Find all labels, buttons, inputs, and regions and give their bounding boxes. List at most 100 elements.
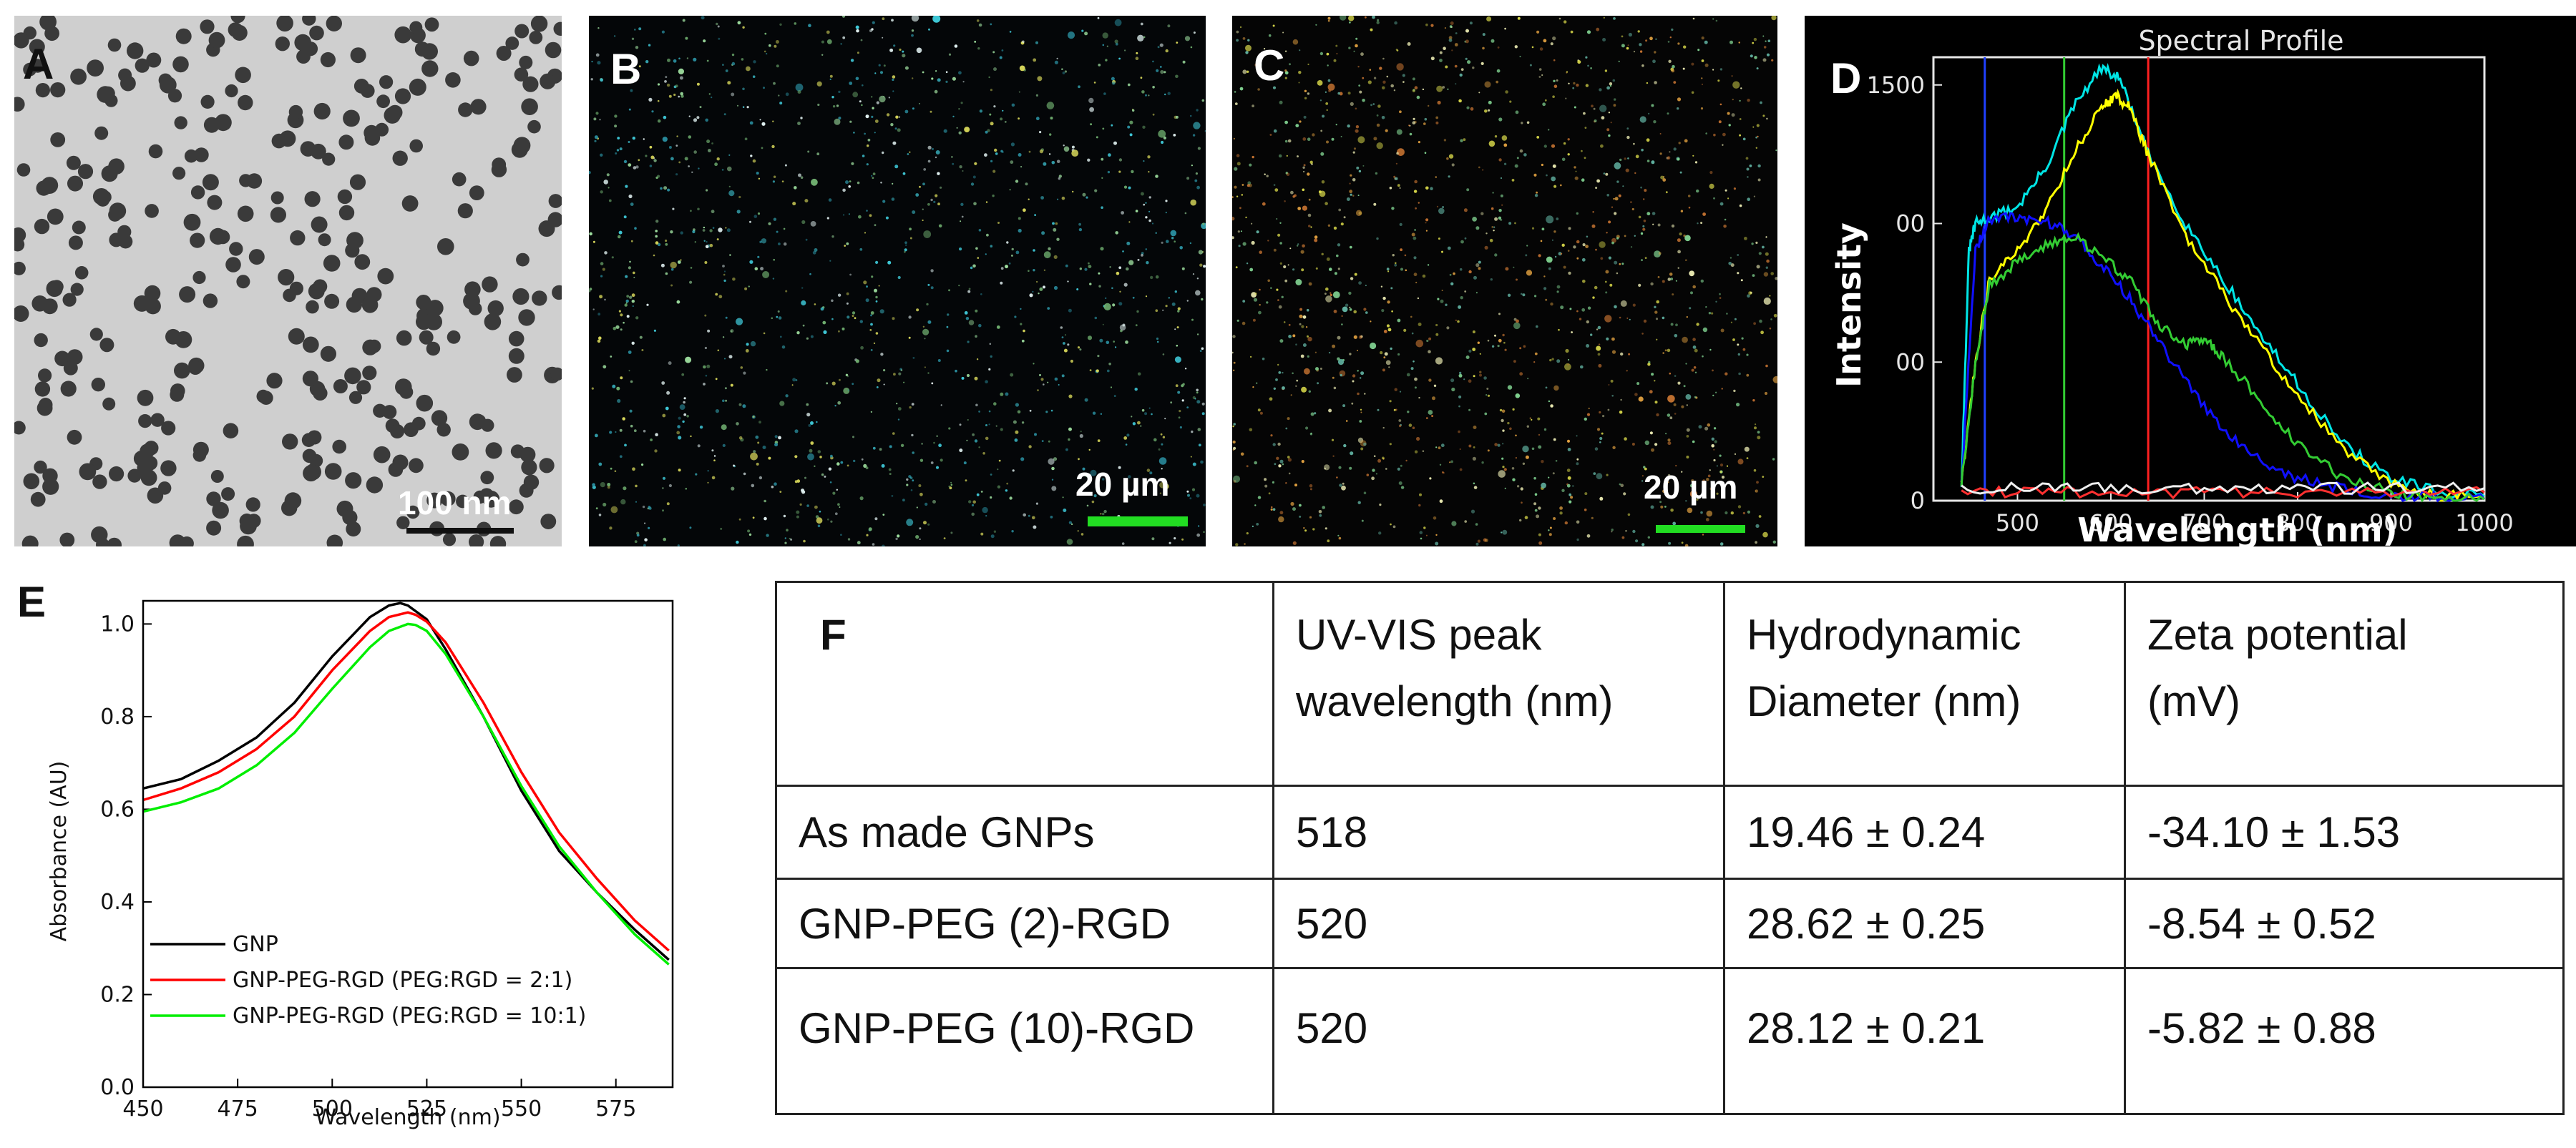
darkfield-spot	[808, 24, 811, 27]
darkfield-spot	[1267, 240, 1269, 242]
darkfield-spot	[795, 83, 804, 92]
darkfield-spot	[600, 190, 603, 194]
darkfield-spot	[600, 482, 605, 488]
tem-particle	[135, 58, 150, 73]
darkfield-spot	[1051, 479, 1054, 481]
darkfield-spot	[1278, 371, 1282, 374]
darkfield-spot	[1086, 504, 1089, 507]
darkfield-spot	[705, 118, 708, 122]
darkfield-spot	[797, 122, 801, 125]
darkfield-spot	[1236, 30, 1239, 34]
darkfield-spot	[1654, 310, 1658, 314]
darkfield-spot	[1279, 242, 1282, 245]
darkfield-spot	[1677, 267, 1679, 269]
darkfield-spot	[1079, 348, 1082, 351]
darkfield-spot	[1232, 196, 1234, 198]
darkfield-spot	[1488, 100, 1492, 104]
darkfield-spot	[1270, 508, 1273, 511]
darkfield-spot	[1649, 390, 1653, 394]
darkfield-spot	[1177, 391, 1181, 394]
darkfield-spot	[1043, 285, 1045, 289]
spectral-x-tick-label: 600	[2089, 509, 2132, 536]
darkfield-spot	[897, 418, 900, 421]
darkfield-spot	[1755, 147, 1757, 149]
darkfield-spot	[1558, 328, 1560, 331]
darkfield-spot	[988, 423, 990, 426]
spectral-x-tick-label: 1000	[2455, 509, 2513, 536]
darkfield-spot	[896, 403, 898, 405]
darkfield-spot	[1319, 99, 1322, 102]
darkfield-spot	[1765, 266, 1768, 269]
table-row: As made GNPs 518 19.46 ± 0.24 -34.10 ± 1…	[775, 785, 2565, 880]
darkfield-spot	[937, 202, 940, 206]
darkfield-spot	[643, 138, 645, 140]
darkfield-spot	[882, 151, 884, 154]
darkfield-spot	[1678, 142, 1681, 144]
darkfield-spot	[1742, 511, 1746, 515]
darkfield-spot	[1513, 360, 1516, 363]
darkfield-spot	[1515, 434, 1517, 437]
darkfield-spot	[781, 345, 786, 349]
darkfield-spot	[1043, 269, 1046, 271]
darkfield-spot	[657, 242, 661, 247]
darkfield-spot	[1473, 482, 1475, 485]
darkfield-spot	[1165, 49, 1169, 53]
darkfield-spot	[1158, 448, 1161, 451]
darkfield-spot	[990, 23, 992, 26]
darkfield-spot	[1233, 137, 1235, 139]
darkfield-spot	[1450, 26, 1453, 29]
darkfield-spot	[773, 217, 777, 221]
darkfield-spot	[1633, 142, 1635, 145]
darkfield-spot	[1236, 319, 1239, 322]
darkfield-spot	[1753, 468, 1757, 472]
darkfield-spot	[1619, 411, 1623, 414]
tem-particle	[184, 149, 198, 163]
darkfield-spot	[1494, 135, 1498, 138]
darkfield-spot	[1473, 486, 1478, 489]
darkfield-spot	[1387, 270, 1390, 273]
darkfield-spot	[1664, 349, 1667, 352]
darkfield-spot	[1391, 207, 1395, 210]
darkfield-spot	[964, 127, 970, 133]
absorbance-series-line	[142, 622, 670, 966]
darkfield-spot	[1251, 222, 1253, 225]
darkfield-spot	[1606, 194, 1609, 197]
darkfield-spot	[1395, 49, 1398, 51]
darkfield-spot	[1140, 77, 1143, 79]
darkfield-spot	[1602, 38, 1606, 41]
darkfield-spot	[1440, 443, 1445, 448]
darkfield-spot	[620, 499, 626, 505]
darkfield-spot	[1304, 368, 1310, 375]
darkfield-spot	[1181, 267, 1185, 270]
darkfield-spot	[745, 349, 749, 353]
darkfield-spot	[1651, 448, 1654, 452]
darkfield-spot	[636, 534, 640, 537]
darkfield-spot	[746, 66, 751, 72]
darkfield-spot	[1668, 59, 1672, 63]
darkfield-spot	[1713, 197, 1715, 200]
darkfield-spot	[1538, 506, 1541, 510]
darkfield-spot	[1479, 371, 1482, 373]
darkfield-spot	[1197, 147, 1201, 150]
darkfield-spot	[1277, 233, 1281, 237]
darkfield-spot	[1552, 472, 1555, 475]
tem-particle	[67, 175, 83, 192]
darkfield-spot	[1106, 369, 1110, 373]
darkfield-spot	[1559, 511, 1563, 515]
darkfield-spot	[1282, 463, 1284, 466]
darkfield-spot	[736, 104, 739, 107]
darkfield-spot	[753, 60, 756, 64]
darkfield-spot	[1376, 114, 1379, 117]
darkfield-spot	[1553, 79, 1556, 83]
darkfield-spot	[1232, 440, 1236, 444]
darkfield-spot	[832, 105, 836, 108]
darkfield-spot	[1742, 137, 1746, 141]
darkfield-spot	[1541, 460, 1544, 463]
absorbance-x-tick-label: 525	[406, 1097, 447, 1122]
darkfield-spot	[1043, 162, 1047, 166]
darkfield-spot	[1301, 325, 1304, 328]
darkfield-spot	[1746, 167, 1750, 171]
darkfield-spot	[1335, 124, 1337, 126]
tem-particle	[356, 380, 371, 395]
darkfield-spot	[1317, 382, 1319, 385]
